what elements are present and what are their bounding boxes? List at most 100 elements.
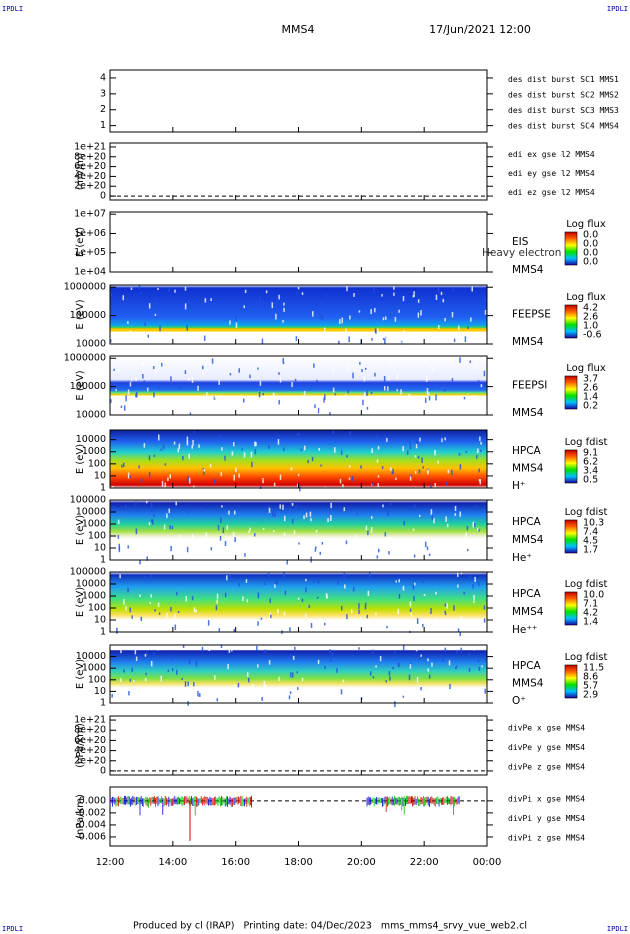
- spectrogram-speckle: [211, 358, 214, 364]
- spectrogram-speckle: [451, 469, 453, 476]
- spectrogram-speckle: [150, 502, 153, 508]
- y-axis-label: E (eV): [75, 515, 86, 545]
- spectrogram-speckle: [468, 358, 471, 361]
- spectrogram-speckle: [347, 389, 350, 394]
- spectrogram-speckle: [149, 602, 152, 605]
- spectrogram-speckle: [375, 612, 377, 616]
- spectrogram-speckle: [188, 453, 190, 459]
- corner-mark: IPDLI: [2, 925, 23, 933]
- spectrogram-speckle: [140, 291, 142, 294]
- spectrogram-speckle: [268, 507, 271, 513]
- spectrogram-speckle: [169, 525, 171, 530]
- spectrogram-speckle: [244, 289, 247, 294]
- spectrogram-speckle: [312, 311, 314, 317]
- spectrogram-speckle: [425, 375, 428, 382]
- spectrogram-speckle: [283, 302, 285, 306]
- spectrogram-speckle: [374, 372, 376, 377]
- spectrogram-speckle: [377, 446, 380, 450]
- spectrogram-speckle: [246, 599, 249, 603]
- spectrogram-speckle: [444, 437, 446, 441]
- spectrogram-speckle: [320, 464, 322, 467]
- colorbar-title: Log flux: [566, 219, 606, 230]
- colorbar-label: 5.7: [583, 681, 598, 692]
- spectrogram-speckle: [189, 412, 192, 415]
- spectrogram-speckle: [274, 581, 277, 586]
- spectrogram-speckle: [383, 386, 386, 391]
- spectrogram-speckle: [205, 532, 208, 538]
- spectrogram-speckle: [465, 532, 468, 539]
- spectrogram-speckle: [238, 582, 240, 587]
- spectrogram-speckle: [484, 297, 486, 302]
- spectrogram-speckle: [263, 680, 266, 687]
- spectrogram-speckle: [161, 480, 164, 487]
- spectrogram-speckle: [303, 515, 305, 520]
- spectrogram-speckle: [313, 363, 315, 368]
- spectrogram-speckle: [110, 292, 112, 297]
- spectrogram-speckle: [228, 574, 231, 577]
- spectrogram-speckle: [166, 513, 168, 519]
- spectrogram-speckle: [163, 524, 166, 530]
- spectrogram-speckle: [209, 463, 212, 468]
- spectrogram-speckle: [469, 360, 472, 364]
- spectrogram-speckle: [144, 653, 147, 657]
- spectrogram-speckle: [388, 670, 391, 676]
- y-tick-label: 1000: [82, 663, 106, 674]
- spectrogram-speckle: [424, 541, 427, 548]
- spectrogram-speckle: [459, 511, 461, 517]
- spectrogram-speckle: [135, 528, 138, 535]
- spectrogram-speckle: [261, 401, 263, 405]
- spectrogram-speckle: [188, 299, 190, 305]
- spectrogram-speckle: [389, 361, 391, 367]
- spectrogram-speckle: [420, 555, 423, 559]
- spectrogram-speckle: [315, 529, 318, 533]
- colorbar: [564, 664, 578, 699]
- spectrogram-speckle: [255, 441, 257, 447]
- spectrogram-speckle: [257, 592, 260, 599]
- legend-entry: divPi z gse MMS4: [508, 834, 585, 843]
- spectrogram-speckle: [166, 612, 168, 619]
- spectrogram-speckle: [328, 558, 330, 563]
- spectrogram-speckle: [283, 307, 285, 312]
- spectrogram-speckle: [140, 616, 143, 622]
- spectrogram-speckle: [303, 445, 306, 451]
- spectrogram-speckle: [221, 687, 223, 693]
- spectrogram-speckle: [257, 367, 259, 370]
- spectrogram-speckle: [477, 527, 479, 531]
- spectrogram-speckle: [167, 669, 170, 673]
- spectrogram-speckle: [366, 545, 369, 550]
- spectrogram-speckle: [231, 396, 233, 403]
- spectrogram-speckle: [155, 369, 157, 373]
- spectrogram-speckle: [343, 398, 345, 402]
- spectrogram-speckle: [422, 624, 424, 628]
- spectrogram-speckle: [284, 405, 286, 412]
- spectrogram-speckle: [404, 693, 406, 698]
- spectrogram-speckle: [375, 330, 377, 334]
- spectrogram-speckle: [402, 645, 405, 651]
- spectrogram-speckle: [413, 554, 416, 558]
- panel-frame: [109, 69, 488, 133]
- spectrogram-speckle: [241, 309, 243, 314]
- spectrogram-speckle: [251, 461, 253, 468]
- spectrogram-speckle: [384, 532, 387, 537]
- colorbar-label: 1.0: [583, 321, 598, 332]
- spectrogram-speckle: [408, 674, 411, 681]
- spectrogram-speckle: [376, 459, 379, 463]
- spectrogram-speckle: [282, 504, 284, 510]
- spectrogram-speckle: [365, 525, 368, 531]
- y-tick-label: 1e+21: [74, 715, 106, 726]
- spectrogram-speckle: [175, 501, 177, 506]
- spectrogram-speckle: [371, 649, 374, 654]
- spectrogram-speckle: [359, 616, 362, 622]
- spectrogram-speckle: [129, 382, 132, 387]
- spectrogram-speckle: [157, 646, 159, 651]
- spectrogram-speckle: [464, 308, 466, 314]
- spectrogram-speckle: [136, 391, 138, 398]
- y-tick-label: 1e+05: [74, 247, 106, 258]
- spectrogram-speckle: [264, 649, 267, 654]
- spectrogram-speckle: [352, 556, 354, 562]
- x-tick-label: 20:00: [347, 857, 376, 868]
- y-axis-label: E (eV): [75, 227, 86, 257]
- spectrogram-speckle: [370, 516, 373, 519]
- spectrogram-speckle: [197, 385, 199, 391]
- spectrogram-speckle: [353, 292, 355, 297]
